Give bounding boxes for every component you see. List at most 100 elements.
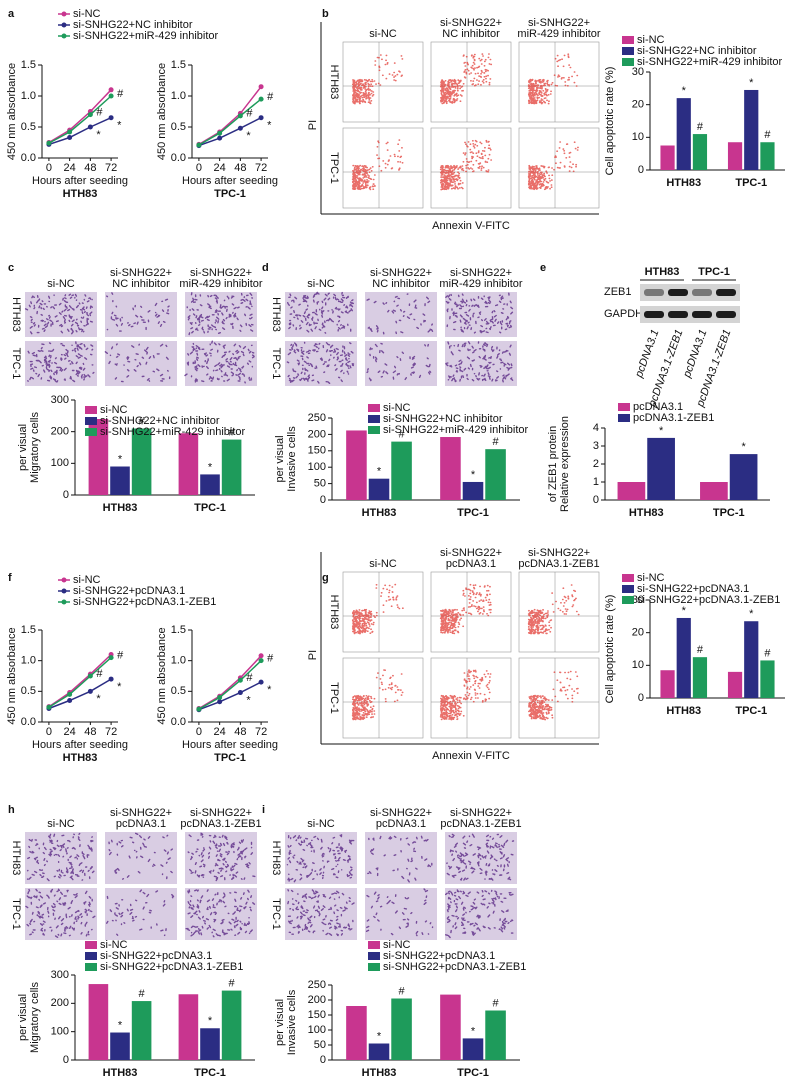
significance-mark: * bbox=[377, 466, 382, 478]
legend-swatch bbox=[622, 47, 634, 55]
row-label: HTH83 bbox=[10, 297, 22, 332]
stain-image bbox=[445, 292, 517, 337]
stained-cells bbox=[106, 292, 170, 332]
stained-cells bbox=[366, 293, 434, 335]
legend-swatch bbox=[85, 406, 97, 414]
cell-dots bbox=[527, 141, 579, 191]
legend-swatch bbox=[618, 414, 630, 422]
column-label: si-SNHG22+ bbox=[110, 267, 172, 279]
y-axis-label: of ZEB1 protein bbox=[547, 426, 559, 502]
x-tick-label: 48 bbox=[84, 162, 96, 174]
stain-image bbox=[365, 341, 437, 386]
row-label: TPC-1 bbox=[270, 348, 282, 380]
legend-marker bbox=[61, 577, 67, 583]
significance-mark: # bbox=[398, 429, 405, 441]
legend-swatch bbox=[618, 403, 630, 411]
bar bbox=[485, 1010, 506, 1060]
legend-label: si-NC bbox=[100, 939, 128, 951]
y-tick-label: 200 bbox=[308, 994, 326, 1006]
stain-image bbox=[445, 341, 517, 386]
legend-label: si-SNHG22+pcDNA3.1 bbox=[383, 950, 495, 962]
blot-group: HTH83 bbox=[645, 266, 680, 278]
cell-dots bbox=[439, 583, 492, 635]
y-tick-label: 0.0 bbox=[171, 716, 186, 728]
x-tick-label: 72 bbox=[105, 726, 117, 738]
y-tick-label: 0 bbox=[638, 692, 644, 704]
column-label: miR-429 inhibitor bbox=[439, 278, 522, 290]
legend-label: si-SNHG22+NC inhibitor bbox=[383, 413, 503, 425]
y-tick-label: 50 bbox=[314, 478, 326, 490]
bar bbox=[727, 671, 743, 698]
significance-mark: # bbox=[697, 644, 704, 656]
significance-mark: * bbox=[117, 681, 122, 693]
significance-mark: * bbox=[741, 441, 746, 453]
legend-marker bbox=[61, 22, 67, 28]
legend-label: si-SNHG22+pcDNA3.1 bbox=[73, 585, 185, 597]
data-point bbox=[67, 129, 73, 135]
legend-swatch bbox=[85, 963, 97, 971]
row-label: TPC-1 bbox=[10, 898, 22, 930]
x-tick-label: 24 bbox=[64, 726, 76, 738]
blot-strip bbox=[640, 306, 740, 323]
panel-letter: d bbox=[262, 262, 269, 274]
row-label: HTH83 bbox=[270, 841, 282, 876]
cell-dots bbox=[351, 139, 404, 191]
bar bbox=[391, 998, 412, 1060]
y-tick-label: 100 bbox=[308, 1024, 326, 1036]
x-axis-label: Hours after seeding bbox=[182, 175, 278, 187]
data-point bbox=[217, 130, 223, 136]
significance-mark: # bbox=[229, 426, 236, 438]
stain-image bbox=[105, 888, 177, 940]
series-line bbox=[48, 653, 112, 708]
blot-band bbox=[644, 311, 664, 318]
stained-cells bbox=[445, 292, 514, 334]
blot-group: TPC-1 bbox=[698, 266, 730, 278]
x-tick-label: 0 bbox=[46, 726, 52, 738]
significance-mark: * bbox=[682, 85, 687, 97]
x-tick-label: 72 bbox=[105, 162, 117, 174]
bar bbox=[760, 660, 775, 698]
data-point bbox=[258, 679, 264, 685]
y-tick-label: 10 bbox=[632, 659, 644, 671]
cell-dots bbox=[351, 669, 404, 721]
bar bbox=[391, 441, 412, 500]
data-point bbox=[237, 125, 243, 131]
data-point bbox=[87, 673, 93, 679]
legend-swatch bbox=[368, 941, 380, 949]
flow-plot bbox=[518, 657, 600, 739]
y-tick-label: 200 bbox=[51, 426, 69, 438]
y-tick-label: 100 bbox=[51, 1026, 69, 1038]
legend-label: si-NC bbox=[383, 402, 411, 414]
y-tick-label: 3 bbox=[593, 440, 599, 452]
column-label: si-NC bbox=[307, 818, 335, 830]
flow-plot bbox=[342, 657, 424, 739]
legend-label: si-SNHG22+pcDNA3.1-ZEB1 bbox=[383, 961, 526, 973]
y-tick-label: 300 bbox=[51, 394, 69, 406]
series-line bbox=[198, 117, 262, 147]
x-tick-label: TPC-1 bbox=[735, 177, 767, 189]
data-point bbox=[108, 87, 114, 93]
legend-swatch bbox=[85, 428, 97, 436]
stained-cells bbox=[106, 889, 175, 937]
legend-label: si-SNHG22+pcDNA3.1-ZEB1 bbox=[637, 594, 780, 606]
blot-row: ZEB1 bbox=[604, 286, 632, 298]
legend-swatch bbox=[368, 404, 380, 412]
blot-row: GAPDH bbox=[604, 308, 643, 320]
blot-strip bbox=[640, 284, 740, 301]
bar bbox=[660, 145, 675, 170]
stain-image bbox=[105, 832, 177, 884]
series-line bbox=[48, 95, 112, 144]
y-tick-label: 250 bbox=[308, 979, 326, 991]
column-label: pcDNA3.1 bbox=[446, 558, 496, 570]
legend-label: pcDNA3.1-ZEB1 bbox=[633, 412, 714, 424]
significance-mark: # bbox=[229, 977, 236, 989]
bar bbox=[700, 482, 728, 500]
x-tick-label: 0 bbox=[196, 162, 202, 174]
blot-band bbox=[692, 311, 712, 318]
stained-cells bbox=[184, 340, 255, 384]
legend-swatch bbox=[622, 585, 634, 593]
y-tick-label: 300 bbox=[51, 969, 69, 981]
stained-cells bbox=[108, 832, 173, 880]
flow-y-label: PI bbox=[307, 650, 319, 660]
significance-mark: * bbox=[749, 77, 754, 89]
